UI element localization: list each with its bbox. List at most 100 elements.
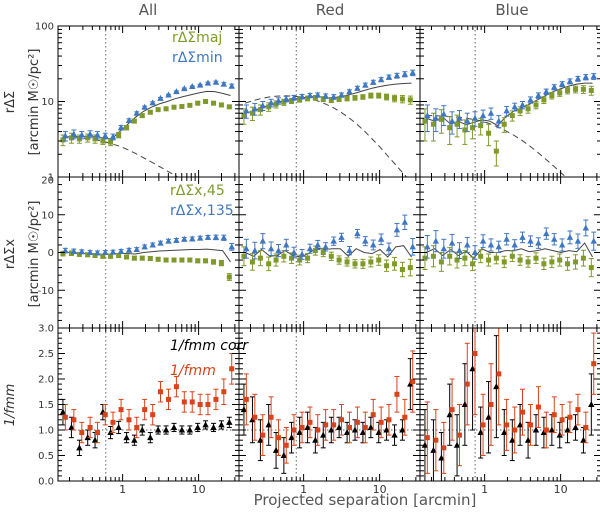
data-point xyxy=(487,109,495,116)
data-point xyxy=(147,256,153,262)
data-point xyxy=(221,389,227,395)
data-point xyxy=(257,255,263,261)
data-point xyxy=(306,245,314,252)
data-point xyxy=(488,402,494,407)
y-tick-label: 0.0 xyxy=(38,477,54,488)
data-point xyxy=(503,235,510,242)
data-point xyxy=(257,107,263,113)
data-point xyxy=(178,426,186,433)
data-point xyxy=(323,422,329,428)
data-point xyxy=(280,452,288,458)
y-tick-label: 10 xyxy=(41,97,54,108)
data-point xyxy=(590,237,597,244)
panel-delta_sigma-blue xyxy=(419,25,600,178)
data-point xyxy=(210,423,217,430)
y-tick-label: 2.0 xyxy=(38,375,54,386)
data-point xyxy=(202,421,209,428)
data-point xyxy=(565,261,571,267)
data-point xyxy=(346,88,353,95)
data-point xyxy=(251,105,259,112)
data-point xyxy=(330,93,337,100)
data-point xyxy=(392,95,398,101)
data-point xyxy=(320,96,326,102)
data-point xyxy=(335,423,343,430)
data-point xyxy=(163,106,169,112)
data-point xyxy=(126,417,132,423)
data-point xyxy=(580,436,587,443)
panel-frame xyxy=(419,25,600,178)
data-point xyxy=(102,412,108,418)
data-point xyxy=(573,86,579,92)
data-point xyxy=(393,72,401,79)
data-point xyxy=(133,245,140,252)
data-point xyxy=(464,117,471,124)
data-point xyxy=(558,80,566,87)
data-point xyxy=(493,255,499,261)
data-point xyxy=(368,259,374,265)
data-point xyxy=(384,94,390,100)
data-point xyxy=(141,103,148,110)
data-point xyxy=(306,92,314,99)
data-point xyxy=(62,247,69,254)
data-point xyxy=(501,121,507,127)
legend-drmin: rΔΣmin xyxy=(172,50,223,66)
data-point xyxy=(551,235,558,242)
data-point xyxy=(354,419,360,425)
data-point xyxy=(548,426,556,433)
data-point xyxy=(351,426,359,433)
data-point xyxy=(124,254,130,260)
data-point xyxy=(220,80,228,87)
data-point xyxy=(320,431,327,438)
data-point xyxy=(480,422,486,428)
data-point xyxy=(241,253,247,259)
data-point xyxy=(312,248,318,254)
data-point xyxy=(155,256,161,262)
data-point xyxy=(360,261,366,267)
data-point xyxy=(367,423,375,430)
data-point xyxy=(331,422,337,428)
data-point xyxy=(487,241,495,248)
data-point xyxy=(179,257,185,263)
data-point xyxy=(535,239,542,246)
data-point xyxy=(297,97,303,103)
data-point xyxy=(187,257,193,263)
data-point xyxy=(461,401,469,407)
data-point xyxy=(354,230,361,237)
legend-drx135: rΔΣx,135 xyxy=(170,203,234,219)
data-point xyxy=(392,261,398,267)
data-point xyxy=(283,442,289,448)
data-point xyxy=(307,419,313,425)
data-point xyxy=(328,97,334,103)
ylabel-inverse-fmm: 1/fmm xyxy=(3,384,18,427)
data-point xyxy=(470,261,476,267)
data-point xyxy=(226,104,232,110)
y-tick-label: 1 xyxy=(48,173,54,184)
data-point xyxy=(524,436,532,443)
data-point xyxy=(102,132,109,139)
data-point xyxy=(402,414,408,420)
data-point xyxy=(203,258,209,264)
legends: rΔΣmaj rΔΣmin rΔΣx,45 rΔΣx,135 1/fmm cor… xyxy=(170,30,249,379)
data-point xyxy=(259,102,267,109)
data-point xyxy=(241,113,247,119)
data-point xyxy=(352,261,358,267)
data-point xyxy=(171,104,177,110)
data-point xyxy=(147,109,153,115)
model-dashed-line xyxy=(244,95,408,177)
data-point xyxy=(591,361,597,367)
data-point xyxy=(471,114,479,121)
data-point xyxy=(196,81,204,88)
data-point xyxy=(430,121,436,127)
data-point xyxy=(116,132,122,138)
data-point xyxy=(454,257,460,263)
data-point xyxy=(409,243,416,250)
data-point xyxy=(438,259,444,265)
data-point xyxy=(432,237,440,244)
data-point xyxy=(511,103,518,110)
x-tick-label: 10 xyxy=(192,483,206,496)
ylabel-delta-sigma-x-units: [arcmin M☉/pc²] xyxy=(27,201,42,308)
data-point xyxy=(163,257,169,263)
data-point xyxy=(298,250,306,257)
data-point xyxy=(424,243,431,250)
